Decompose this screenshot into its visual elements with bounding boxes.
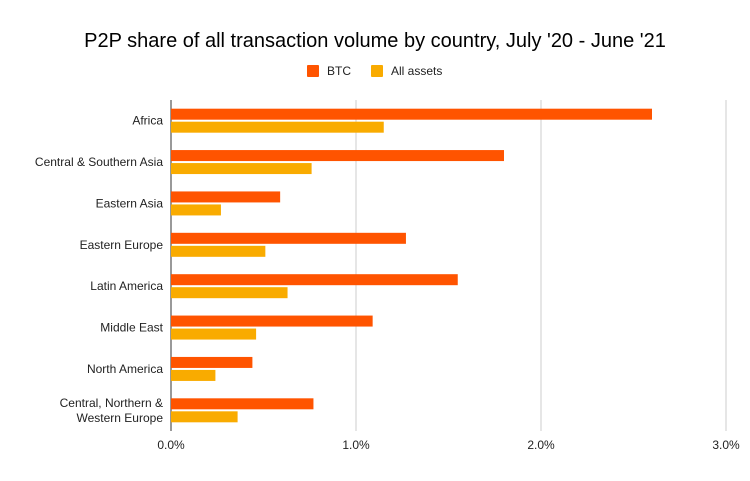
bar-btc: [171, 191, 281, 203]
category-label: Latin America: [90, 279, 163, 293]
category-label: Africa: [132, 114, 163, 128]
category-label: Central, Northern &: [60, 396, 163, 410]
x-tick-label: 2.0%: [527, 438, 555, 452]
category-labels: Africa Central & Southern Asia Eastern Asi…: [35, 114, 164, 425]
category-label: Eastern Asia: [96, 196, 164, 210]
bar-all-assets: [171, 245, 266, 257]
category-label: Central & Southern Asia: [35, 155, 163, 169]
legend-swatch: [371, 65, 383, 77]
bar-btc: [171, 274, 458, 286]
x-tick-label: 1.0%: [342, 438, 370, 452]
legend-label: BTC: [327, 64, 351, 78]
x-tick-label: 3.0%: [712, 438, 740, 452]
bar-all-assets: [171, 328, 257, 340]
category-label: Western Europe: [77, 411, 164, 425]
bar-btc: [171, 315, 373, 327]
bar-all-assets: [171, 411, 238, 423]
bar-btc: [171, 356, 253, 368]
gridlines: [170, 100, 727, 431]
legend-label: All assets: [391, 64, 442, 78]
category-label: North America: [87, 362, 163, 376]
legend: BTC All assets: [307, 64, 442, 78]
bar-all-assets: [171, 287, 288, 299]
bar-btc: [171, 398, 314, 410]
bar-all-assets: [171, 369, 216, 381]
bar-btc: [171, 108, 652, 120]
x-tick-labels: 0.0% 1.0% 2.0% 3.0%: [157, 438, 740, 452]
bar-all-assets: [171, 204, 221, 216]
legend-swatch: [307, 65, 319, 77]
bars: [171, 108, 652, 423]
category-label: Eastern Europe: [80, 238, 164, 252]
x-tick-label: 0.0%: [157, 438, 185, 452]
bar-btc: [171, 150, 504, 162]
bar-all-assets: [171, 121, 384, 133]
bar-all-assets: [171, 163, 312, 175]
chart-title: P2P share of all transaction volume by c…: [84, 30, 666, 52]
category-label: Middle East: [100, 321, 163, 335]
bar-btc: [171, 232, 406, 244]
